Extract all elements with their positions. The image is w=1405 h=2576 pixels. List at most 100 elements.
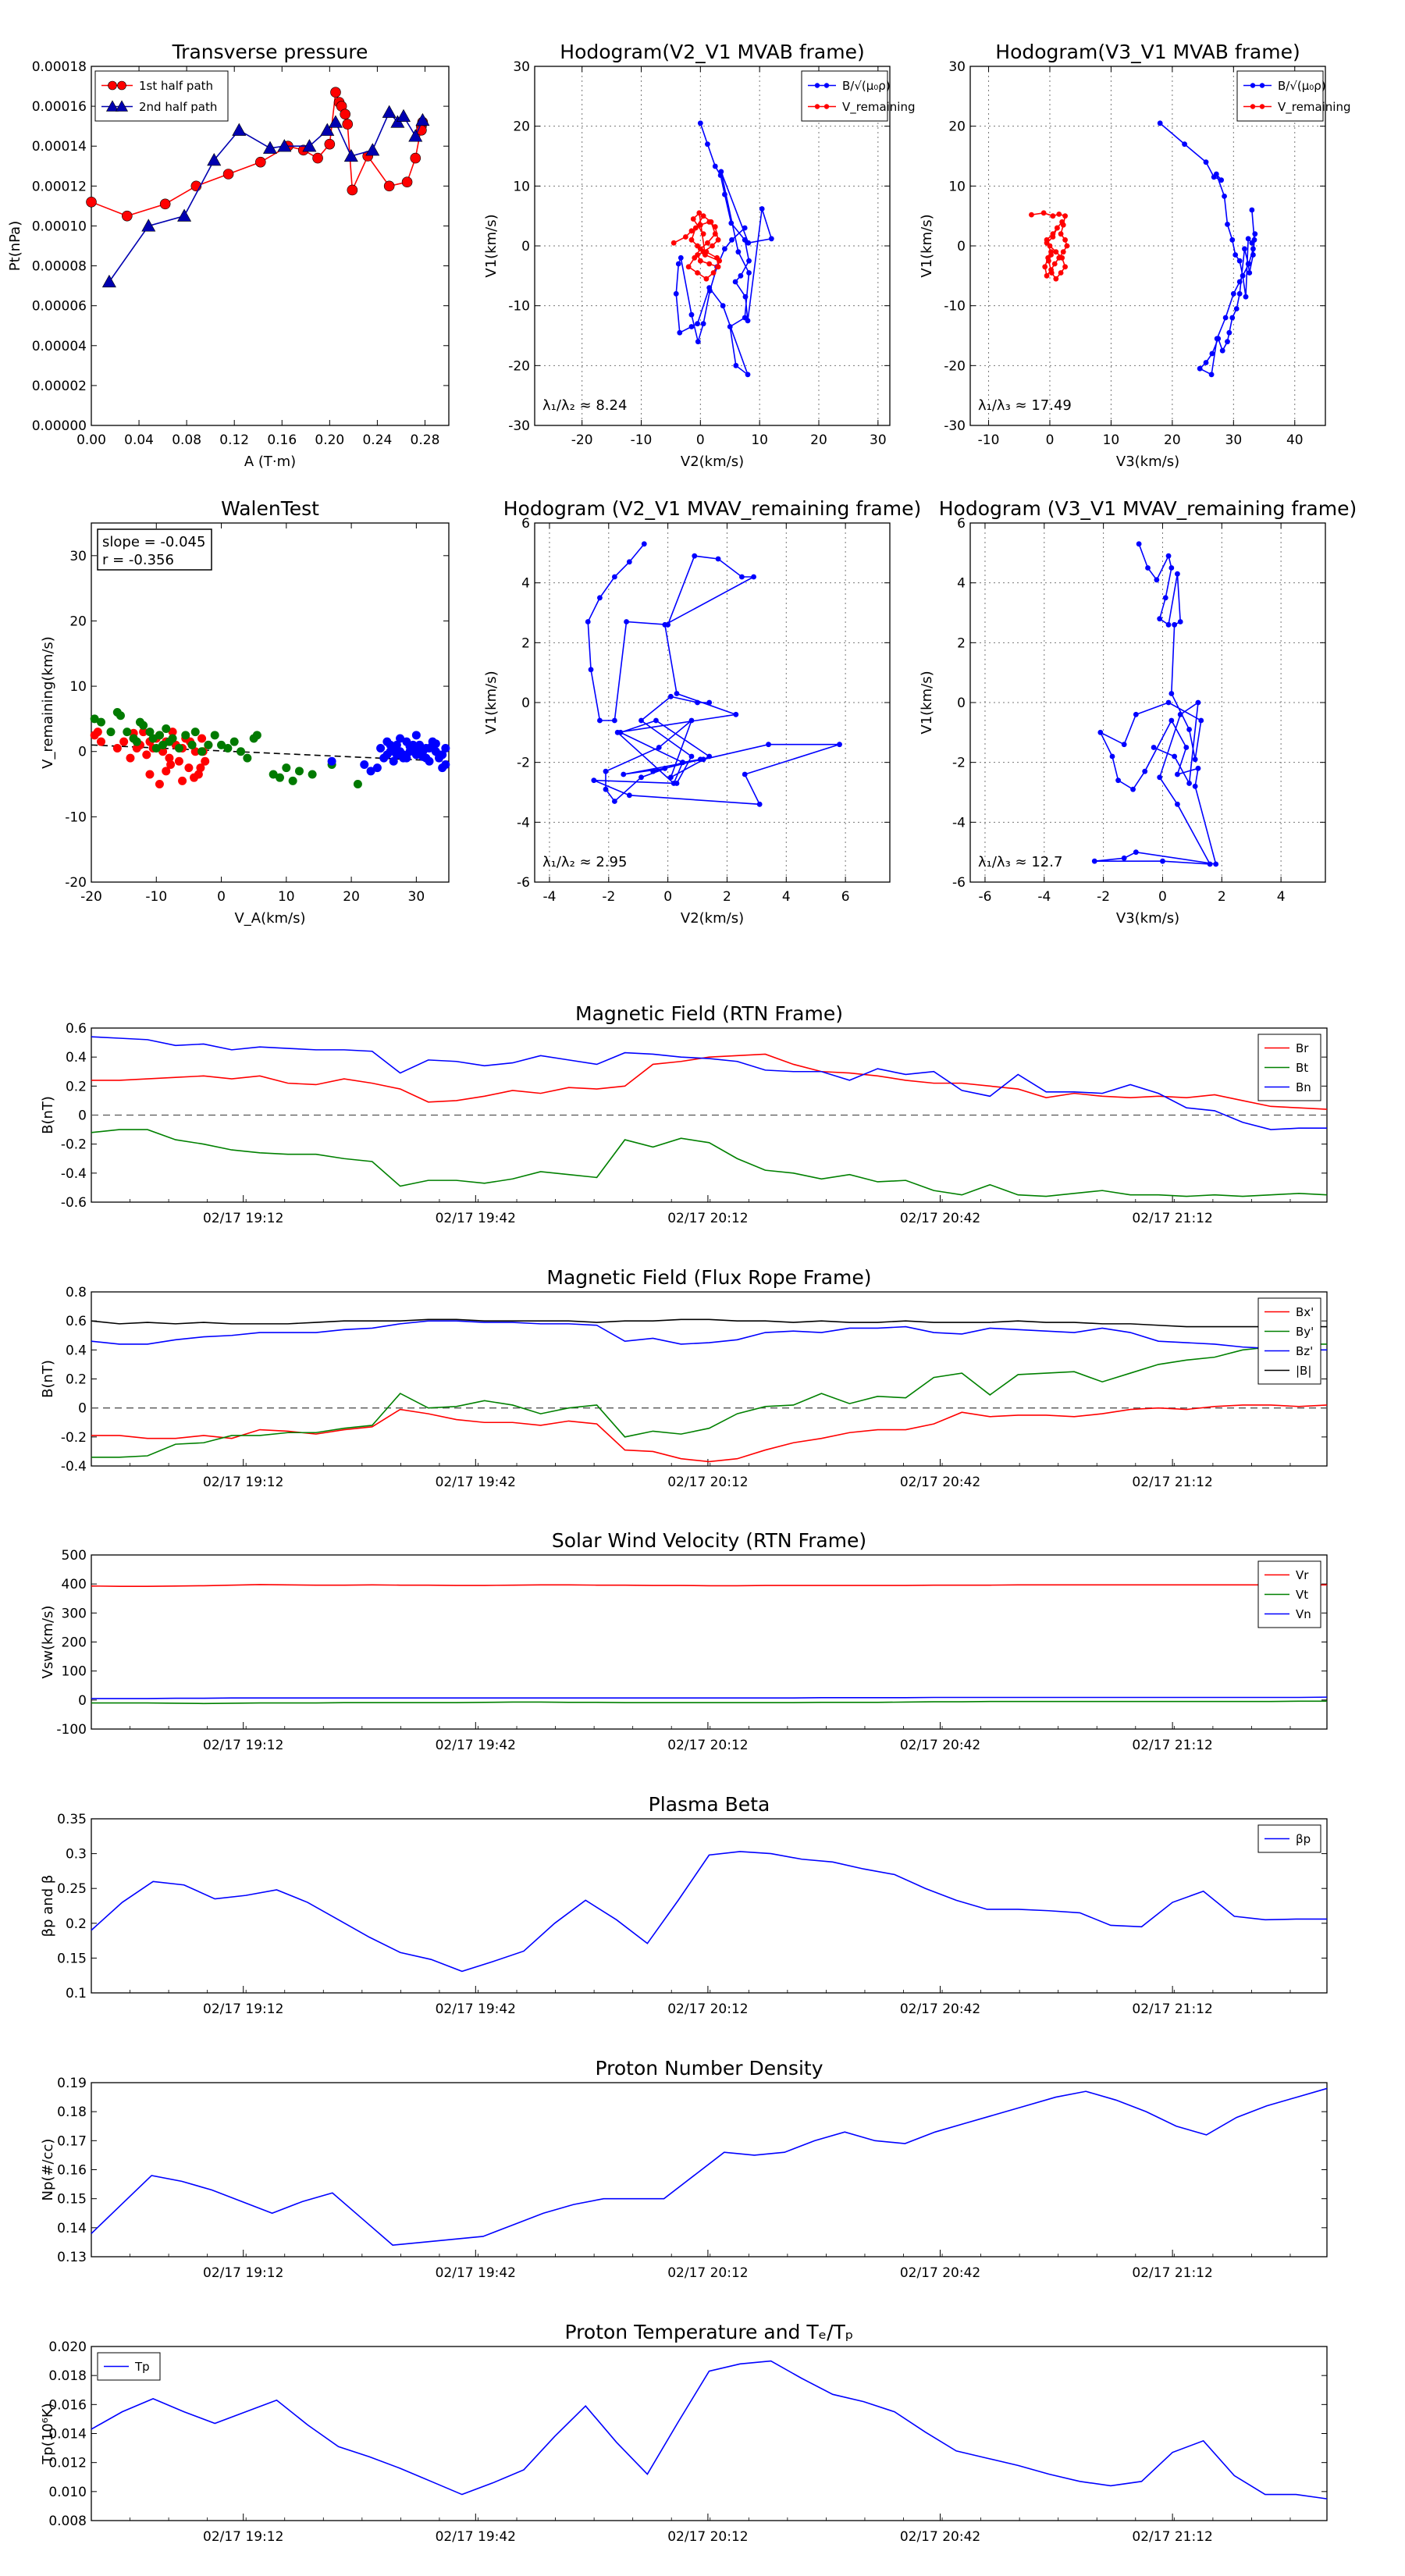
data-point [1246,261,1252,267]
y-tick-label: 0 [521,239,530,254]
data-point [585,619,591,624]
data-point [396,734,405,743]
y-tick-label: 20 [69,614,87,629]
x-axis-label: A (T·m) [244,454,296,470]
chart-title: Hodogram(V2_V1 MVAB frame) [560,41,864,63]
data-point [1054,225,1060,231]
data-point [1058,231,1064,237]
data-point [1130,786,1136,792]
axes-frame [91,1027,1328,1203]
y-tick-label: 0.25 [57,1881,87,1897]
data-point [1051,261,1058,267]
y-tick-label: 0.00014 [32,139,87,155]
data-point [720,303,726,309]
data-point [96,737,105,746]
data-point [675,261,681,267]
data-point [1232,252,1239,258]
x-tick-label: -4 [542,889,556,905]
data-point [692,254,698,261]
y-tick-label: 4 [521,576,530,592]
data-point [688,717,695,724]
x-tick-label: 0.20 [315,432,344,448]
data-point [1160,858,1165,864]
x-tick-label: 02/17 20:42 [900,2001,980,2017]
chart-title: Transverse pressure [172,41,368,63]
data-point [411,731,421,740]
data-point [733,362,739,368]
data-point [223,744,233,753]
data-point [670,240,677,246]
data-point [715,264,721,270]
data-point [700,231,706,237]
y-tick-label: 0.012 [48,2456,87,2471]
ratio-annotation: λ₁/λ₃ ≈ 17.49 [978,397,1072,414]
y-axis-label: Np(#/cc) [40,2139,56,2201]
data-point [692,225,699,231]
data-point [1044,237,1050,243]
panel-hodogram-v3-v1-mvav: -6 -4 -2 0 2 4 6 -6 -4 -2 0 2 4 Hodogram (V3_V1 MVAV_… [919,497,1357,927]
x-tick-label: 0 [217,889,226,905]
legend-marker [814,83,820,88]
data-point [410,152,422,164]
data-point [112,708,122,717]
data-point [638,717,644,724]
data-point [141,219,156,232]
data-point [145,728,155,737]
data-point [382,105,397,118]
data-point [668,693,674,699]
data-point [162,767,171,776]
x-tick-label: 02/17 20:12 [667,1211,748,1226]
data-point [229,737,239,746]
data-point [1175,771,1180,777]
data-point [1157,120,1163,126]
series-line [91,1343,1327,1458]
data-point [591,777,597,784]
legend-marker [1250,83,1256,88]
data-point [1207,861,1213,867]
data-point [132,737,141,746]
y-axis-label: V1(km/s) [483,214,500,277]
data-point [190,747,200,756]
data-point [745,372,751,378]
data-point [1091,858,1097,864]
data-point [700,213,706,219]
data-point [1168,691,1175,696]
legend-label: Bz' [1296,1344,1313,1358]
data-point [158,747,168,756]
x-axis-label: V3(km/s) [1116,454,1179,470]
data-point [715,237,721,243]
data-point [86,196,97,208]
data-point [706,261,713,267]
panel-hodogram-v2-v1-mvab: -30 -20 -10 0 10 20 30 -20 -10 0 10 20 30 Hodogram(V2… [483,41,916,470]
y-tick-label: 0.00012 [32,179,87,194]
data-point [1058,270,1064,276]
y-tick-label: 20 [948,119,966,135]
y-tick-label: 0 [78,1401,87,1417]
data-point [282,763,291,773]
data-point [201,756,210,766]
axes-frame [91,1291,1328,1467]
y-tick-label: 0.3 [66,1847,87,1863]
data-point [1236,290,1243,297]
data-point [1218,177,1225,183]
data-point [1048,270,1055,276]
data-point [190,728,200,737]
data-point [1236,258,1243,264]
data-point [1245,236,1251,242]
y-tick-label: 10 [948,179,966,194]
data-point [1175,801,1180,807]
x-tick-label: 02/17 21:12 [1132,2265,1212,2281]
data-point [668,774,674,781]
data-point [621,771,627,777]
data-point [401,176,413,188]
data-point [1165,621,1172,628]
y-axis-label: βp and β [40,1875,56,1937]
x-tick-label: 2 [1218,889,1226,905]
x-tick-label: -6 [978,889,991,905]
legend-label: Bn [1296,1080,1311,1094]
data-point [243,753,252,763]
data-point [178,776,187,785]
chart-title: Hodogram (V2_V1 MVAV_remaining frame) [503,497,922,520]
data-point [135,717,144,727]
series-line [91,1696,1328,1699]
